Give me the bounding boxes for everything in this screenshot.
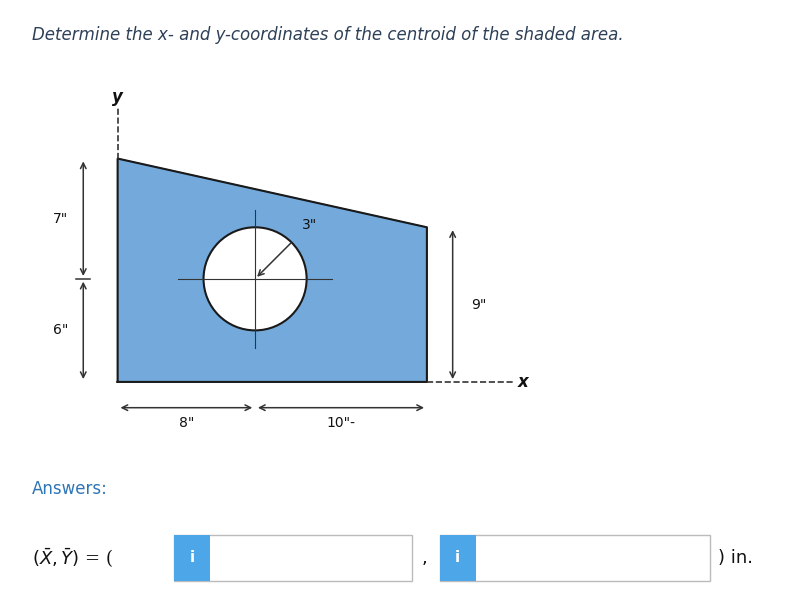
- Text: $(\bar{X}, \bar{Y})$ = (: $(\bar{X}, \bar{Y})$ = (: [32, 547, 113, 570]
- Text: 3": 3": [301, 219, 316, 232]
- FancyBboxPatch shape: [174, 535, 412, 580]
- Text: 10"-: 10"-: [327, 416, 355, 430]
- Text: Determine the x- and y-coordinates of the centroid of the shaded area.: Determine the x- and y-coordinates of th…: [32, 27, 623, 44]
- Text: Answers:: Answers:: [32, 480, 108, 498]
- Circle shape: [204, 228, 307, 330]
- Text: x: x: [518, 373, 529, 391]
- Text: i: i: [455, 550, 460, 566]
- FancyBboxPatch shape: [440, 535, 710, 580]
- Text: 9": 9": [471, 298, 486, 311]
- Text: 8": 8": [178, 416, 194, 430]
- Polygon shape: [117, 158, 427, 382]
- Text: y: y: [113, 88, 124, 106]
- FancyBboxPatch shape: [440, 535, 476, 580]
- Text: ) in.: ) in.: [718, 550, 753, 567]
- Text: ,: ,: [422, 550, 427, 567]
- Text: i: i: [190, 550, 194, 566]
- Text: 6": 6": [53, 323, 69, 337]
- FancyBboxPatch shape: [174, 535, 210, 580]
- Text: 7": 7": [53, 212, 68, 226]
